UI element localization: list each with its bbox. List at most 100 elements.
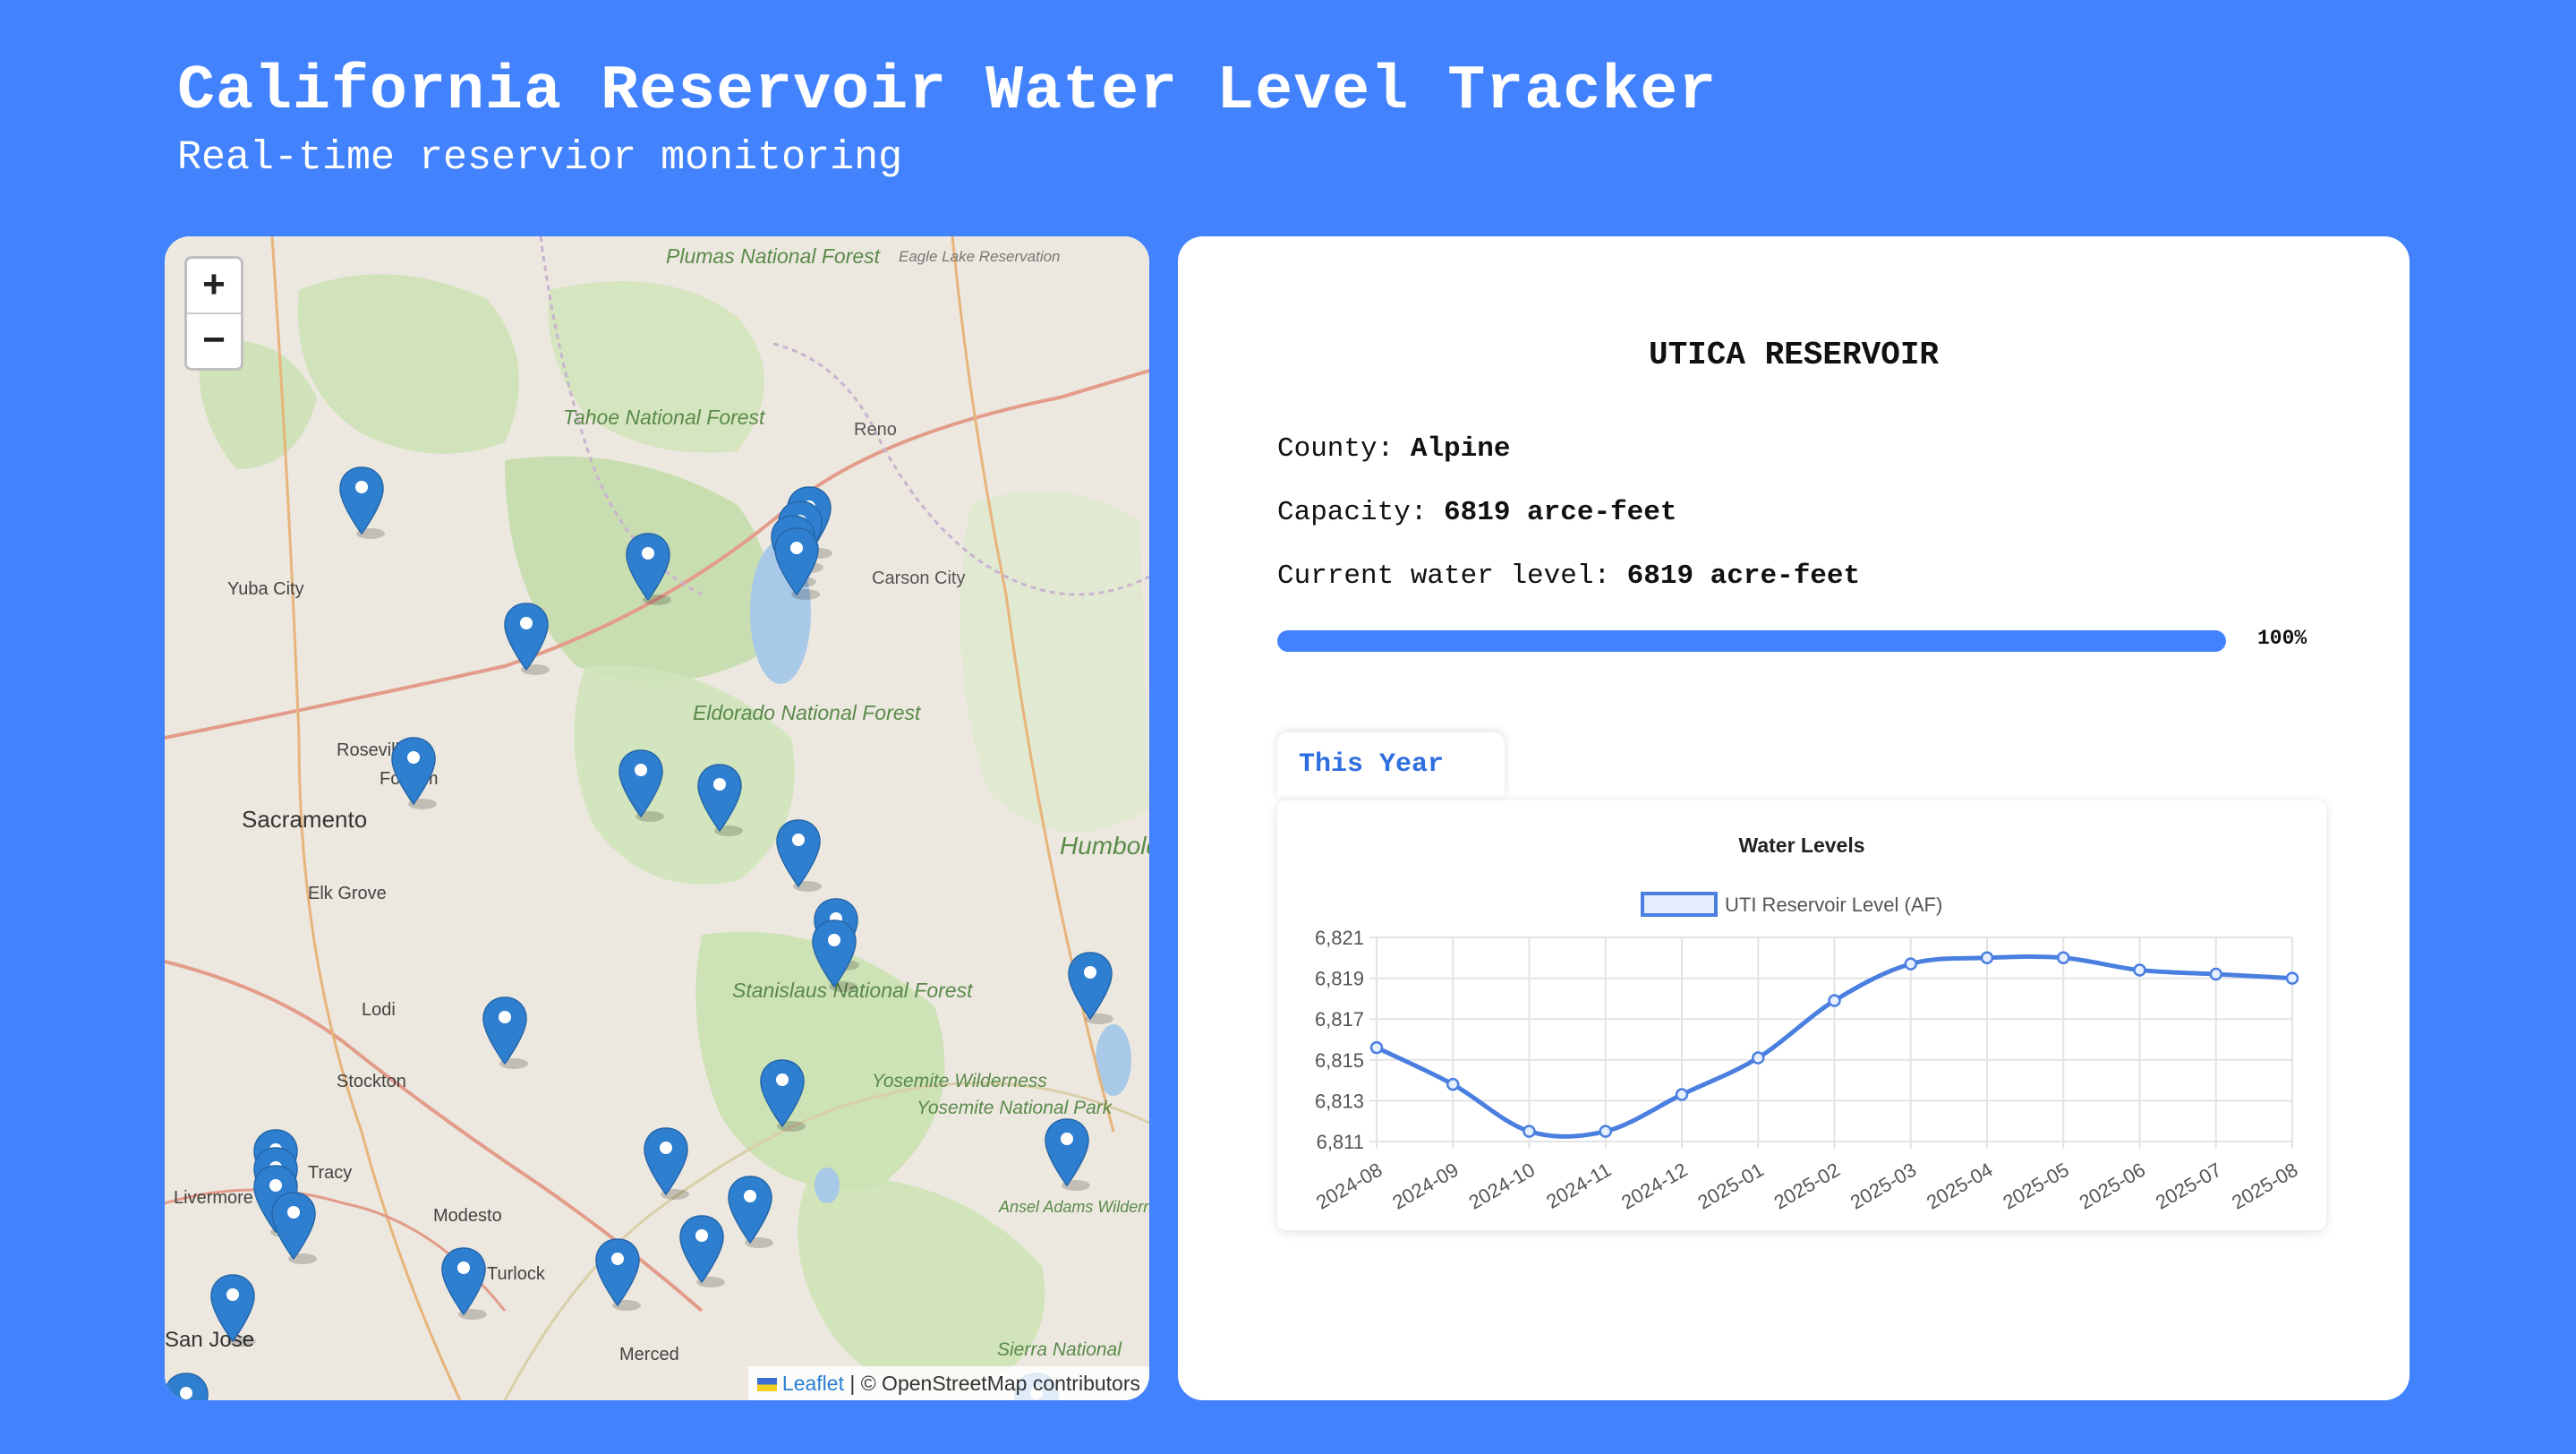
- county-row: County: Alpine: [1277, 433, 1510, 465]
- data-point[interactable]: [1828, 994, 1841, 1007]
- page-header: California Reservoir Water Level Tracker…: [177, 56, 1717, 183]
- map-place-label: Reno: [854, 420, 897, 440]
- y-tick-label: 6,819: [1315, 968, 1364, 990]
- map-attribution: Leaflet | © OpenStreetMap contributors: [747, 1366, 1149, 1400]
- reservoir-marker-icon[interactable]: [271, 1192, 317, 1264]
- data-point[interactable]: [1904, 957, 1917, 971]
- x-tick-label: 2024-09: [1388, 1159, 1462, 1214]
- osm-attribution-text: | © OpenStreetMap contributors: [849, 1372, 1140, 1395]
- reservoir-marker-icon[interactable]: [774, 527, 820, 600]
- reservoir-marker-icon[interactable]: [728, 1176, 773, 1248]
- reservoir-marker-icon[interactable]: [339, 466, 385, 539]
- reservoir-marker-icon[interactable]: [391, 737, 437, 809]
- reservoir-marker-icon[interactable]: [618, 749, 664, 822]
- reservoir-marker-icon[interactable]: [776, 819, 822, 892]
- y-tick-label: 6,811: [1317, 1131, 1364, 1153]
- map-markers[interactable]: [165, 466, 1113, 1400]
- legend-swatch: [1641, 892, 1718, 917]
- map-place-label: Merced: [619, 1345, 679, 1364]
- y-tick-label: 6,813: [1315, 1090, 1364, 1112]
- water-level-chart: Water Levels UTI Reservoir Level (AF) 6,82…: [1277, 800, 2326, 1230]
- x-tick-label: 2025-07: [2152, 1159, 2225, 1214]
- y-tick-label: 6,815: [1315, 1049, 1364, 1072]
- data-point[interactable]: [1675, 1088, 1689, 1101]
- data-point[interactable]: [2285, 971, 2299, 985]
- data-point[interactable]: [1446, 1077, 1460, 1091]
- map-place-label: Yosemite National Park: [917, 1098, 1113, 1118]
- x-tick-label: 2025-02: [1770, 1159, 1844, 1214]
- map-panel[interactable]: Plumas National Forest Tahoe National For…: [165, 236, 1149, 1400]
- reservoir-marker-icon[interactable]: [644, 1127, 689, 1200]
- map-place-label: Plumas National Forest: [666, 244, 882, 268]
- x-tick-label: 2025-05: [1999, 1159, 2072, 1214]
- map-place-label: Sierra National: [997, 1339, 1122, 1360]
- water-level-row: Current water level: 6819 acre-feet: [1277, 560, 1860, 592]
- reservoir-marker-icon[interactable]: [441, 1247, 487, 1320]
- x-tick-label: 2024-11: [1542, 1159, 1615, 1213]
- leaflet-link[interactable]: Leaflet: [781, 1372, 844, 1395]
- map-place-label: Yosemite Wilderness: [872, 1071, 1047, 1091]
- data-point[interactable]: [2133, 963, 2146, 977]
- reservoir-name: UTICA RESERVOIR: [1648, 337, 1940, 373]
- reservoir-marker-icon[interactable]: [482, 996, 528, 1069]
- page-subtitle: Real-time reservior monitoring: [177, 135, 903, 181]
- reservoir-marker-icon[interactable]: [165, 1373, 209, 1400]
- map-canvas[interactable]: Plumas National Forest Tahoe National For…: [165, 236, 1149, 1400]
- reservoir-marker-icon[interactable]: [679, 1215, 725, 1287]
- map-place-label: Turlock: [487, 1264, 546, 1284]
- map-labels: Plumas National Forest Tahoe National For…: [165, 244, 1149, 1364]
- map-place-label: Livermore: [174, 1188, 253, 1208]
- zoom-out-button[interactable]: −: [187, 312, 241, 368]
- water-level-value: 6819 acre-feet: [1626, 560, 1861, 592]
- reservoir-marker-icon[interactable]: [812, 919, 857, 992]
- x-tick-label: 2025-01: [1693, 1159, 1767, 1214]
- data-point[interactable]: [1369, 1040, 1384, 1055]
- x-tick-label: 2025-03: [1847, 1159, 1920, 1214]
- data-point[interactable]: [2057, 951, 2070, 965]
- x-tick-label: 2024-08: [1312, 1159, 1386, 1214]
- y-tick-label: 6,817: [1315, 1008, 1364, 1031]
- water-level-progress: [1277, 630, 2226, 652]
- reservoir-marker-icon[interactable]: [595, 1238, 641, 1311]
- map-place-label: Stockton: [337, 1072, 406, 1091]
- county-label: County:: [1277, 433, 1395, 465]
- data-point[interactable]: [1523, 1125, 1536, 1138]
- capacity-label: Capacity:: [1277, 497, 1428, 528]
- map-place-label: Humboldt-Toiyabe National Forest: [1060, 832, 1149, 860]
- data-point[interactable]: [1980, 951, 1994, 965]
- zoom-in-button[interactable]: +: [202, 262, 226, 306]
- line-chart: Water Levels UTI Reservoir Level (AF) 6,82…: [1312, 834, 2301, 1214]
- x-tick-label: 2025-08: [2228, 1159, 2301, 1214]
- reservoir-marker-icon[interactable]: [504, 603, 550, 675]
- water-level-percent: 100%: [2257, 627, 2307, 650]
- county-value: Alpine: [1410, 433, 1511, 465]
- map-place-label: Eagle Lake Reservation: [899, 248, 1061, 265]
- map-place-label: Tracy: [308, 1163, 352, 1183]
- data-point[interactable]: [2209, 967, 2222, 981]
- ukraine-flag-icon: [756, 1378, 777, 1392]
- x-tick-label: 2025-06: [2076, 1159, 2149, 1214]
- map-place-label: Yuba City: [227, 579, 304, 599]
- data-point[interactable]: [1599, 1125, 1612, 1138]
- map-place-label: Tahoe National Forest: [563, 406, 766, 429]
- reservoir-marker-icon[interactable]: [210, 1274, 256, 1347]
- map-place-label: Eldorado National Forest: [693, 701, 922, 724]
- x-tick-label: 2024-10: [1465, 1159, 1539, 1214]
- map-place-label: Elk Grove: [308, 884, 387, 903]
- legend-label: UTI Reservoir Level (AF): [1725, 894, 1942, 916]
- y-tick-label: 6,821: [1315, 927, 1364, 949]
- zoom-control: + −: [184, 256, 243, 371]
- capacity-row: Capacity: 6819 arce-feet: [1277, 497, 1677, 528]
- reservoir-marker-icon[interactable]: [1045, 1118, 1090, 1191]
- reservoir-info-panel: UTICA RESERVOIR County: Alpine Capacity:…: [1178, 236, 2410, 1400]
- reservoir-marker-icon[interactable]: [697, 764, 743, 836]
- tab-this-year[interactable]: This Year: [1277, 732, 1505, 797]
- reservoir-marker-icon[interactable]: [1068, 952, 1113, 1024]
- capacity-value: 6819 arce-feet: [1444, 497, 1677, 528]
- reservoir-marker-icon[interactable]: [760, 1059, 806, 1132]
- x-tick-label: 2024-12: [1617, 1159, 1691, 1214]
- data-point[interactable]: [1752, 1051, 1765, 1065]
- water-level-progress-fill: [1277, 630, 2226, 652]
- map-place-label: Sacramento: [242, 806, 367, 833]
- reservoir-marker-icon[interactable]: [626, 533, 671, 605]
